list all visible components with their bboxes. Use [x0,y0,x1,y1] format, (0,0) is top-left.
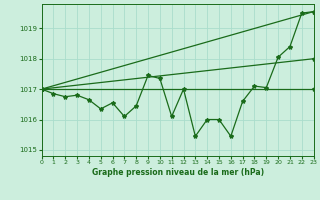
X-axis label: Graphe pression niveau de la mer (hPa): Graphe pression niveau de la mer (hPa) [92,168,264,177]
